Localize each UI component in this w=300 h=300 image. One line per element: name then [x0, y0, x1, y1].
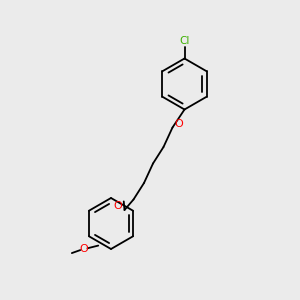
Text: O: O — [175, 119, 184, 129]
Text: Cl: Cl — [179, 36, 190, 46]
Text: O: O — [113, 201, 122, 212]
Text: O: O — [80, 244, 88, 254]
